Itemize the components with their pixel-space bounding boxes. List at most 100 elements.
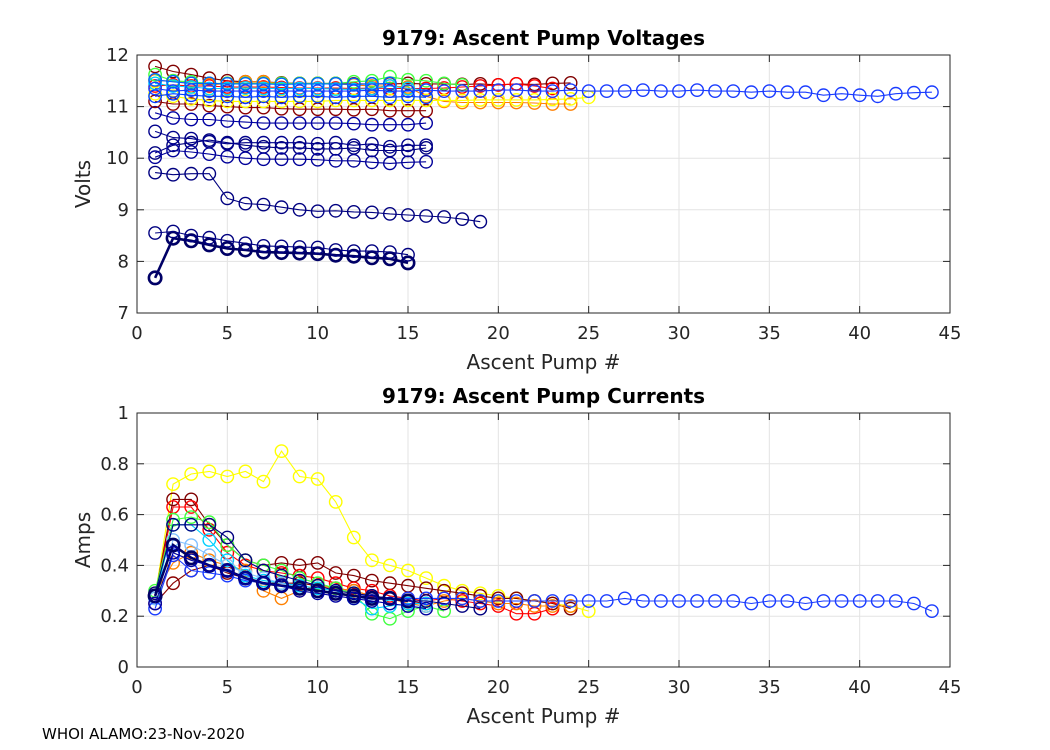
voltage-point-green: [364, 73, 379, 88]
voltage-point-navy-10b: [346, 153, 361, 168]
current-xtick-label: 5: [222, 677, 233, 698]
voltage-point-navy-low: [238, 236, 253, 251]
voltage-point-navy-low: [256, 238, 271, 253]
voltage-point-yellow: [545, 92, 560, 107]
voltage-point-blue-3: [256, 77, 271, 91]
voltage-point-bold-dark-navy: [346, 248, 362, 264]
voltage-point-red: [527, 79, 542, 93]
current-point-navy: [220, 530, 235, 545]
current-point-navy: [166, 517, 181, 532]
voltage-xtick-label: 35: [758, 323, 781, 344]
voltage-point-navy-10a: [148, 146, 163, 160]
voltage-point-blue-long: [310, 84, 325, 99]
voltage-point-yellow: [346, 93, 361, 108]
voltage-point-navy-10a: [292, 140, 307, 155]
voltage-point-yellow: [509, 93, 524, 107]
voltage-point-navy-drop: [148, 165, 163, 180]
voltage-point-navy-low: [328, 243, 343, 257]
voltage-point-darkred-2: [346, 102, 361, 117]
voltage-xtick-label: 20: [487, 323, 510, 344]
voltage-point-red: [473, 79, 488, 93]
current-point-yellow: [256, 474, 271, 489]
current-point-navy: [455, 599, 470, 613]
voltage-xtick-label: 30: [668, 323, 691, 344]
current-axes-box: [136, 412, 951, 668]
current-ytick-label: 1: [118, 403, 129, 424]
current-series-line-cyan: [154, 524, 427, 610]
current-point-blue-long: [925, 604, 939, 618]
voltage-series-line-navy-10d: [154, 112, 427, 126]
voltage-point-navy-10b: [274, 152, 289, 167]
current-point-navy: [473, 601, 488, 616]
voltage-point-yellow: [491, 93, 506, 107]
current-point-darkred: [166, 492, 181, 507]
voltage-point-blue-3: [166, 74, 181, 89]
voltage-point-navy-low: [184, 228, 199, 243]
current-point-navy-2: [401, 599, 415, 613]
current-point-navy: [292, 573, 307, 588]
current-point-navy-2: [238, 571, 253, 585]
voltage-xtick-label: 25: [577, 323, 600, 344]
voltage-point-navy-drop: [274, 200, 289, 215]
voltage-point-yellow: [328, 93, 343, 108]
voltage-point-navy-10d: [256, 116, 271, 131]
voltage-point-navy-10c: [401, 138, 415, 153]
voltage-point-blue-2: [382, 90, 397, 105]
current-point-navy-2: [328, 589, 343, 603]
voltage-point-yellow: [382, 93, 397, 108]
current-point-blue-long: [636, 594, 650, 608]
current-point-yellow: [364, 553, 379, 568]
current-point-yellow: [328, 494, 343, 509]
voltage-series-group: [147, 59, 939, 286]
voltage-point-navy-10d: [328, 116, 343, 131]
voltage-point-blue-long: [419, 83, 433, 98]
current-point-navy-2: [292, 583, 307, 598]
voltage-point-yellow: [527, 93, 542, 107]
voltage-point-blue-2: [148, 89, 163, 104]
current-ytick-label: 0.8: [100, 454, 129, 475]
voltage-point-navy-10b: [148, 150, 163, 165]
voltage-point-navy-10a: [310, 141, 325, 156]
voltage-point-navy-low: [310, 240, 325, 255]
current-point-navy-2: [419, 601, 433, 616]
current-point-green: [184, 510, 199, 524]
current-xtick-label: 45: [939, 677, 962, 698]
voltage-point-navy-10c: [148, 124, 163, 139]
current-point-navy-2: [274, 578, 289, 593]
voltage-point-bold-dark-navy: [328, 247, 344, 263]
voltage-point-navy-drop: [473, 214, 488, 229]
voltage-point-navy-10d: [292, 116, 307, 131]
voltage-point-blue-long: [870, 89, 885, 104]
voltage-point-navy-low: [202, 230, 217, 245]
voltage-point-navy-10d: [184, 112, 199, 127]
current-point-blue-long: [762, 594, 777, 608]
current-xtick-label: 40: [848, 677, 871, 698]
voltage-point-blue-3: [202, 76, 217, 91]
voltage-point-navy-drop: [220, 191, 235, 206]
voltage-point-darkred: [166, 64, 181, 79]
current-ytick-label: 0: [118, 657, 129, 678]
current-point-navy-2: [310, 586, 325, 601]
voltage-point-blue-2: [419, 90, 433, 105]
current-xtick-label: 0: [131, 677, 142, 698]
voltage-point-red: [491, 78, 506, 92]
current-point-yellow: [346, 530, 361, 545]
current-point-navy-2: [382, 596, 397, 611]
voltage-point-blue-3: [292, 77, 307, 91]
voltage-point-bold-dark-navy: [201, 237, 217, 253]
voltage-point-darkred: [563, 76, 578, 90]
voltage-point-navy-drop: [238, 196, 253, 211]
voltage-point-blue-long: [563, 83, 578, 98]
voltage-point-navy-10c: [220, 136, 235, 151]
voltage-point-blue-long: [292, 84, 307, 99]
voltage-point-navy-10d: [220, 114, 235, 128]
voltage-point-navy-10d: [238, 115, 253, 130]
current-point-blue-long: [654, 594, 668, 608]
voltage-point-bold-dark-navy: [147, 270, 163, 286]
current-point-blue-long: [617, 591, 632, 606]
current-point-blue-long: [581, 594, 596, 608]
voltage-point-navy-low: [346, 244, 361, 259]
voltage-point-blue-long: [527, 84, 542, 99]
voltage-point-navy-10d: [148, 105, 163, 120]
voltage-point-green: [419, 73, 433, 88]
